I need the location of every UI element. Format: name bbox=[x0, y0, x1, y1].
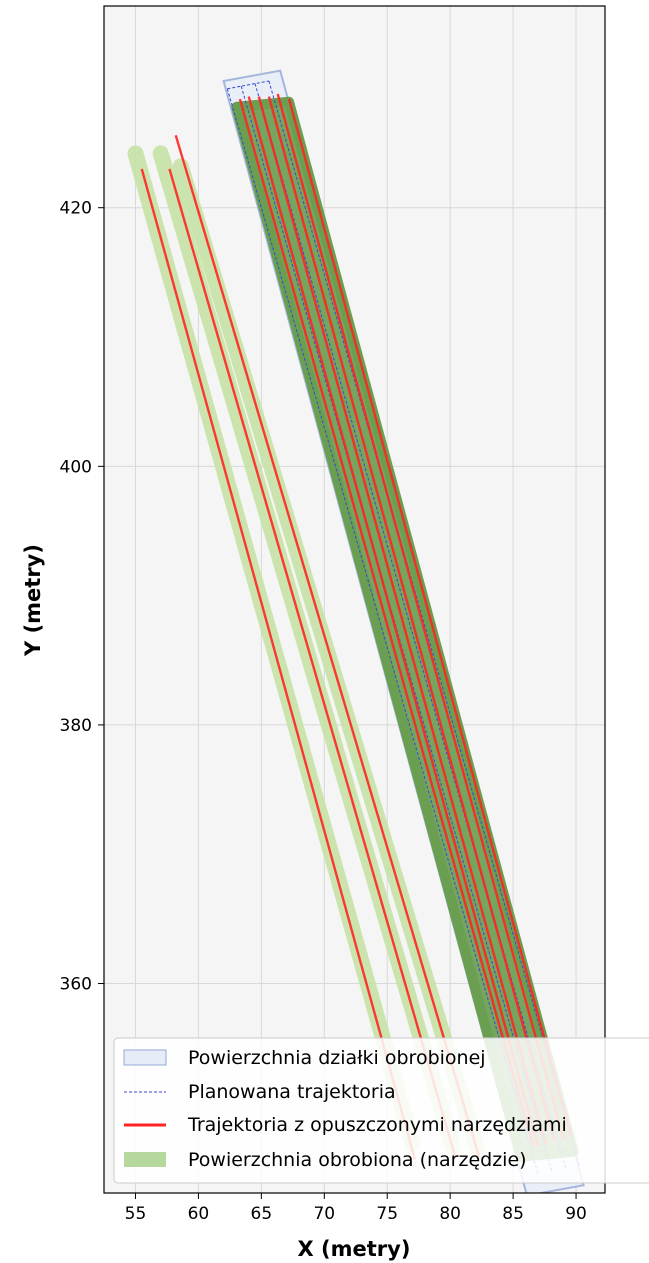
tool-down-trajectory-line bbox=[276, 93, 565, 1140]
legend-label-boundary: Powierzchnia działki obrobionej bbox=[188, 1047, 486, 1069]
tool-down-trajectory-line bbox=[238, 98, 535, 1147]
tool-down-trajectory-line bbox=[287, 98, 573, 1137]
planned-trajectory-connector bbox=[227, 80, 269, 90]
x-tick-label: 85 bbox=[502, 1204, 524, 1224]
x-axis-title: X (metry) bbox=[298, 1237, 411, 1261]
planned-trajectory-line bbox=[240, 86, 553, 1173]
x-tick-label: 80 bbox=[439, 1204, 461, 1224]
legend-boundary-swatch bbox=[123, 1049, 167, 1066]
data-layer bbox=[127, 69, 585, 1193]
legend-label-tool-down: Trajektoria z opuszczonymi narzędziami bbox=[187, 1114, 567, 1136]
x-tick-label: 90 bbox=[565, 1204, 587, 1224]
tool-down-trajectory-line bbox=[267, 96, 556, 1142]
tool-down-trajectory-line bbox=[174, 134, 481, 1158]
tool-down-trajectory-line bbox=[247, 96, 540, 1147]
tool-down-trajectory-line bbox=[168, 168, 457, 1158]
y-tick-label: 360 bbox=[60, 975, 92, 995]
planned-trajectory-line bbox=[268, 80, 581, 1168]
legend-label-planned: Planowana trajektoria bbox=[188, 1081, 396, 1103]
legend-coverage-swatch bbox=[124, 1152, 166, 1167]
tool-down-trajectory-line bbox=[140, 168, 417, 1160]
plot-frame bbox=[103, 5, 606, 1194]
tick-layer: 55 60 65 70 75 80 85 90 360 380 400 420 bbox=[60, 199, 587, 1224]
y-axis-title: Y (metry) bbox=[21, 544, 45, 657]
y-tick-label: 380 bbox=[60, 716, 92, 736]
y-tick-label: 420 bbox=[60, 199, 92, 219]
x-tick-label: 70 bbox=[313, 1204, 335, 1224]
legend: Powierzchnia działki obrobionej Planowan… bbox=[113, 1037, 649, 1184]
x-tick-label: 75 bbox=[376, 1204, 398, 1224]
x-tick-label: 55 bbox=[125, 1204, 147, 1224]
x-tick-label: 60 bbox=[188, 1204, 210, 1224]
legend-label-coverage: Powierzchnia obrobiona (narzędzie) bbox=[188, 1149, 527, 1171]
legend-frame bbox=[113, 1037, 649, 1184]
x-tick-label: 65 bbox=[251, 1204, 273, 1224]
planned-trajectory-line bbox=[226, 88, 539, 1176]
tool-down-trajectory-line bbox=[257, 96, 547, 1145]
y-tick-label: 400 bbox=[60, 457, 92, 477]
